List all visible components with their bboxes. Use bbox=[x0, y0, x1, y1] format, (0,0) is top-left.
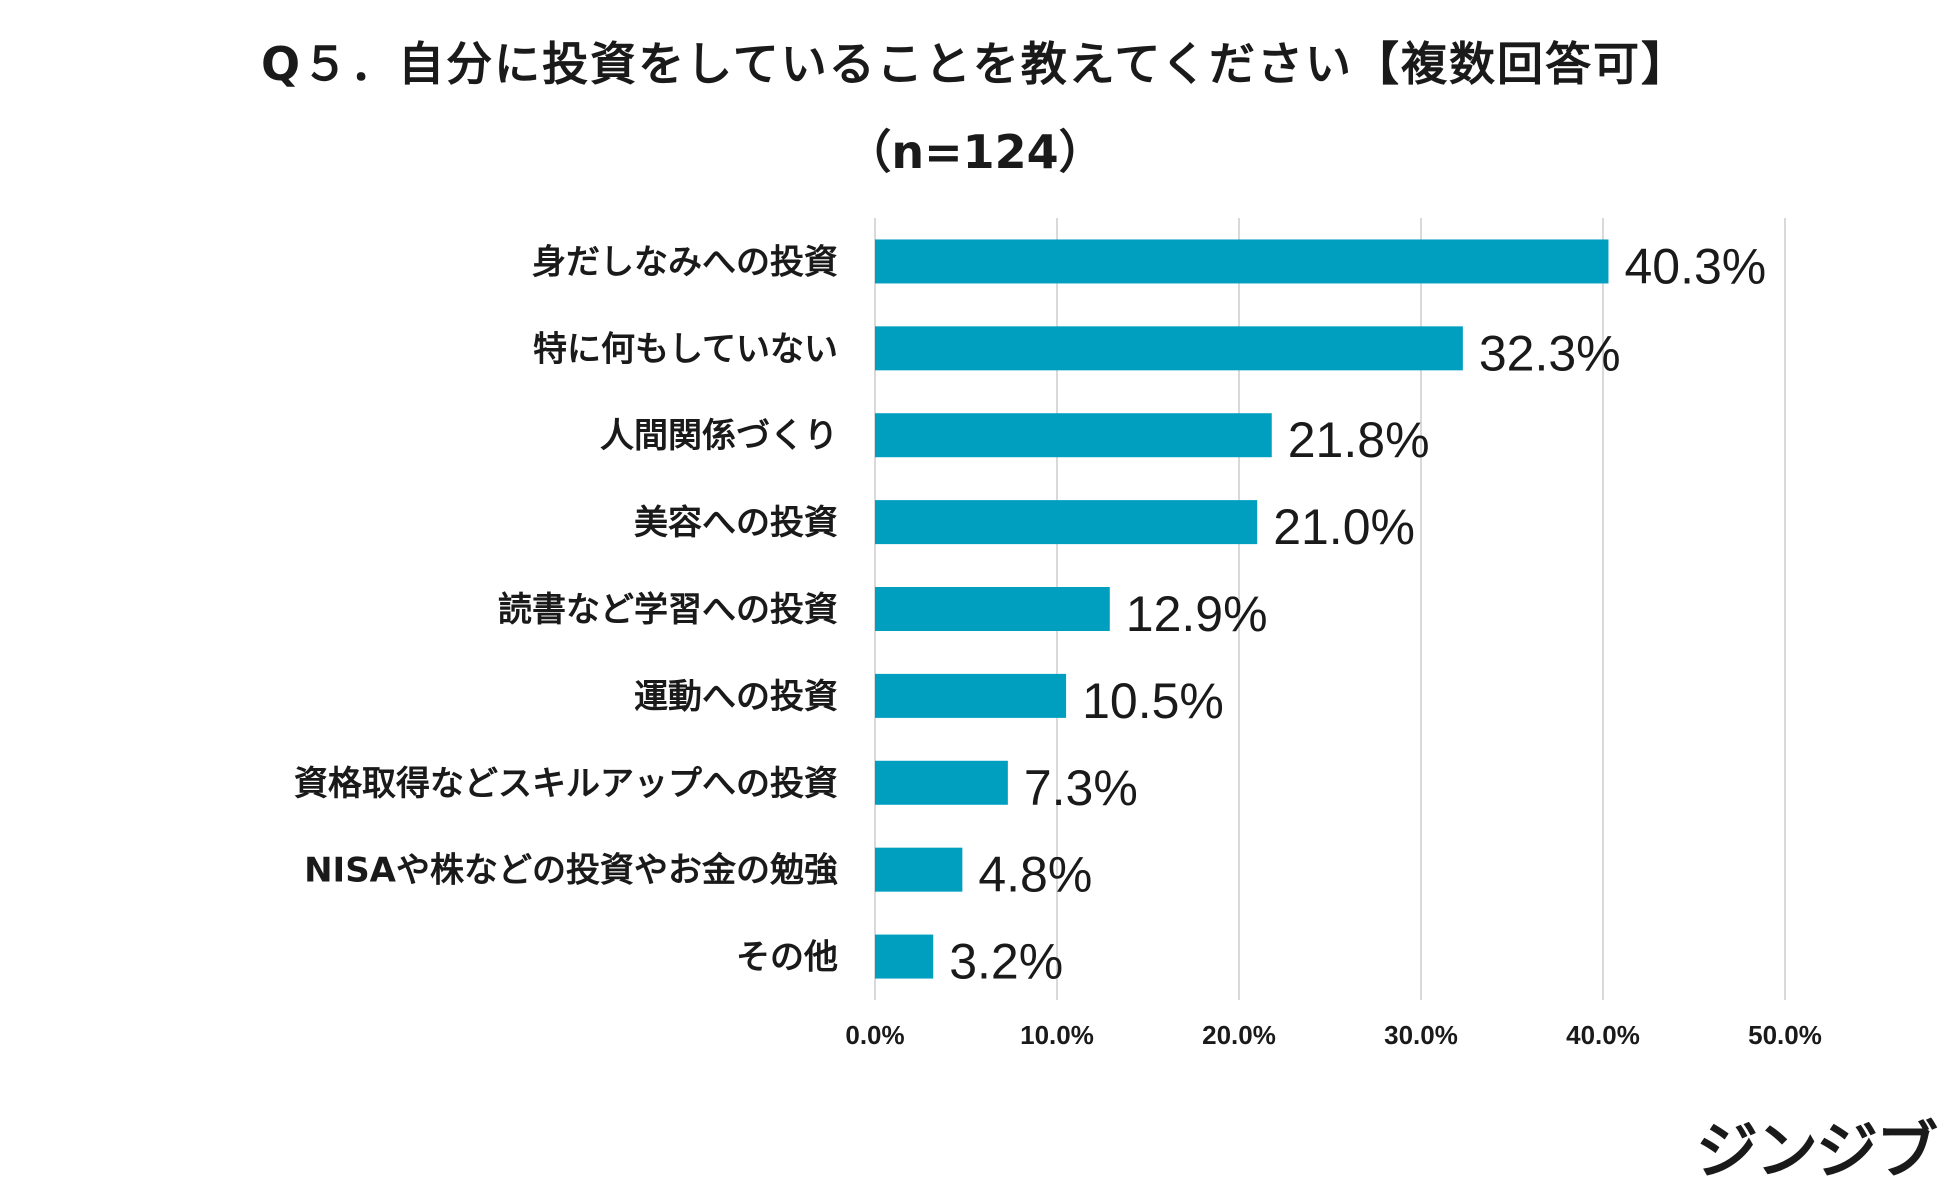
data-label: 21.0% bbox=[1273, 499, 1415, 555]
category-label: NISAや株などの投資やお金の勉強 bbox=[304, 851, 838, 891]
bar bbox=[875, 239, 1609, 284]
chart-subtitle: （n=124） bbox=[845, 125, 1105, 179]
data-label: 7.3% bbox=[1024, 760, 1138, 816]
data-label: 4.8% bbox=[978, 847, 1092, 903]
category-label: 身だしなみへの投資 bbox=[532, 242, 838, 282]
bar bbox=[875, 587, 1110, 631]
data-label: 32.3% bbox=[1479, 325, 1621, 381]
category-label: 美容への投資 bbox=[634, 503, 838, 543]
category-label: 特に何もしていない bbox=[533, 329, 838, 369]
bar bbox=[875, 326, 1463, 371]
category-label: 人間関係づくり bbox=[600, 416, 838, 456]
x-tick-label: 30.0% bbox=[1384, 1020, 1458, 1050]
brand-logo: ジンジブ bbox=[1695, 1114, 1938, 1187]
data-label: 40.3% bbox=[1624, 238, 1766, 294]
bar bbox=[875, 500, 1258, 545]
data-label: 12.9% bbox=[1126, 586, 1268, 642]
category-label: その他 bbox=[736, 938, 838, 978]
x-tick-label: 20.0% bbox=[1202, 1020, 1276, 1050]
category-label: 読書など学習への投資 bbox=[498, 590, 838, 630]
category-label: 資格取得などスキルアップへの投資 bbox=[294, 764, 838, 804]
category-label: 運動への投資 bbox=[634, 677, 838, 717]
chart-title: Q５．自分に投資をしていることを教えてください【複数回答可】 bbox=[260, 37, 1690, 91]
x-tick-label: 10.0% bbox=[1020, 1020, 1094, 1050]
bar bbox=[875, 413, 1272, 458]
bar bbox=[875, 760, 1008, 805]
bar bbox=[875, 673, 1067, 718]
data-label: 3.2% bbox=[949, 934, 1063, 990]
bar bbox=[875, 847, 963, 892]
data-label: 21.8% bbox=[1288, 412, 1430, 468]
x-tick-label: 0.0% bbox=[845, 1020, 904, 1050]
x-tick-label: 50.0% bbox=[1748, 1020, 1822, 1050]
data-label: 10.5% bbox=[1082, 673, 1224, 729]
bar-chart: 身だしなみへの投資 40.3% 特に何もしていない 32.3% 人間関係づくり 21.8%… bbox=[294, 218, 1822, 1050]
bar bbox=[875, 934, 934, 979]
x-tick-label: 40.0% bbox=[1566, 1020, 1640, 1050]
